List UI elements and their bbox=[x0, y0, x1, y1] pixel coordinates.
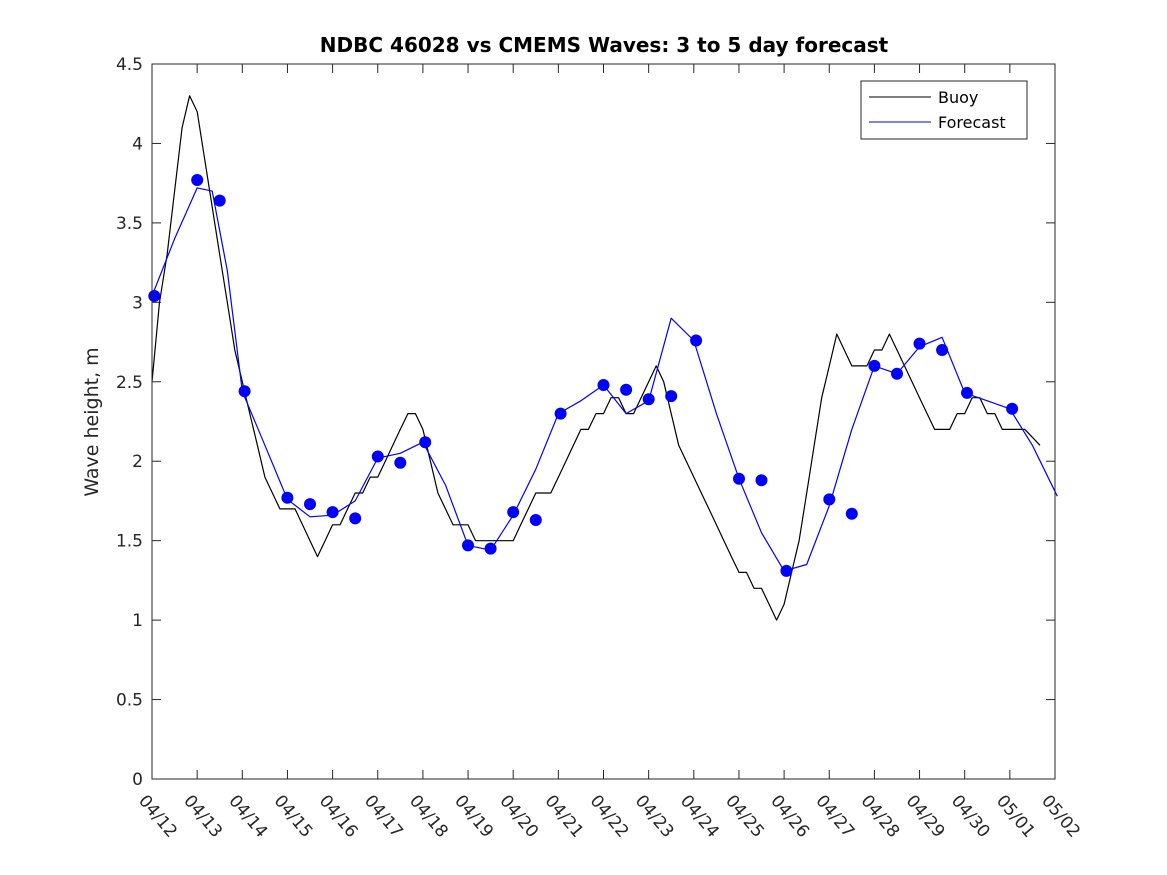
legend-box bbox=[860, 80, 1028, 140]
forecast-point bbox=[913, 337, 926, 350]
forecast-point bbox=[281, 491, 294, 504]
chart-title: NDBC 46028 vs CMEMS Waves: 3 to 5 day fo… bbox=[320, 33, 889, 57]
y-axis: 0 0.5 1 1.5 2 2.5 3 3.5 4 4.5 bbox=[116, 55, 1055, 790]
y-tick-label: 3 bbox=[132, 293, 143, 313]
forecast-point bbox=[148, 290, 161, 302]
forecast-point bbox=[191, 174, 204, 186]
forecast-point bbox=[554, 407, 567, 420]
plot-content bbox=[148, 95, 1058, 621]
y-tick-label: 3.5 bbox=[116, 214, 143, 234]
forecast-point bbox=[961, 386, 973, 399]
y-tick-label: 0 bbox=[132, 770, 143, 790]
y-axis-label: Wave height, m bbox=[81, 347, 103, 496]
forecast-point bbox=[868, 359, 881, 372]
buoy-series-line bbox=[151, 95, 1041, 621]
forecast-point bbox=[823, 493, 836, 506]
forecast-point bbox=[326, 506, 339, 519]
forecast-point bbox=[529, 514, 542, 526]
y-tick-label: 1.5 bbox=[116, 532, 143, 552]
y-tick-label: 2.5 bbox=[116, 373, 143, 393]
y-tick-label: 4.5 bbox=[116, 55, 143, 75]
y-tick-label: 0.5 bbox=[116, 691, 143, 711]
forecast-point bbox=[891, 367, 903, 380]
forecast-point bbox=[238, 385, 251, 398]
forecast-point bbox=[462, 539, 474, 552]
y-tick-label: 1 bbox=[132, 611, 143, 631]
forecast-point bbox=[665, 390, 678, 403]
forecast-point bbox=[690, 334, 703, 347]
legend: Buoy Forecast bbox=[860, 80, 1028, 140]
forecast-point bbox=[371, 450, 384, 463]
legend-buoy-label: Buoy bbox=[938, 88, 978, 107]
forecast-point bbox=[394, 456, 407, 469]
y-tick-label: 4 bbox=[132, 134, 143, 154]
forecast-point bbox=[304, 498, 316, 511]
forecast-point bbox=[484, 542, 497, 555]
forecast-point bbox=[780, 564, 793, 577]
forecast-point bbox=[507, 506, 520, 519]
forecast-point bbox=[845, 507, 858, 520]
y-tick-label: 2 bbox=[132, 452, 143, 472]
forecast-point bbox=[642, 393, 655, 406]
forecast-point bbox=[213, 194, 226, 207]
forecast-point bbox=[755, 474, 768, 487]
forecast-point bbox=[733, 472, 745, 485]
forecast-point bbox=[620, 383, 633, 396]
forecast-point bbox=[349, 512, 362, 525]
forecast-point bbox=[597, 379, 610, 391]
forecast-point bbox=[936, 344, 949, 356]
forecast-point bbox=[1006, 402, 1019, 415]
forecast-point bbox=[419, 436, 432, 449]
legend-forecast-label: Forecast bbox=[938, 113, 1006, 132]
